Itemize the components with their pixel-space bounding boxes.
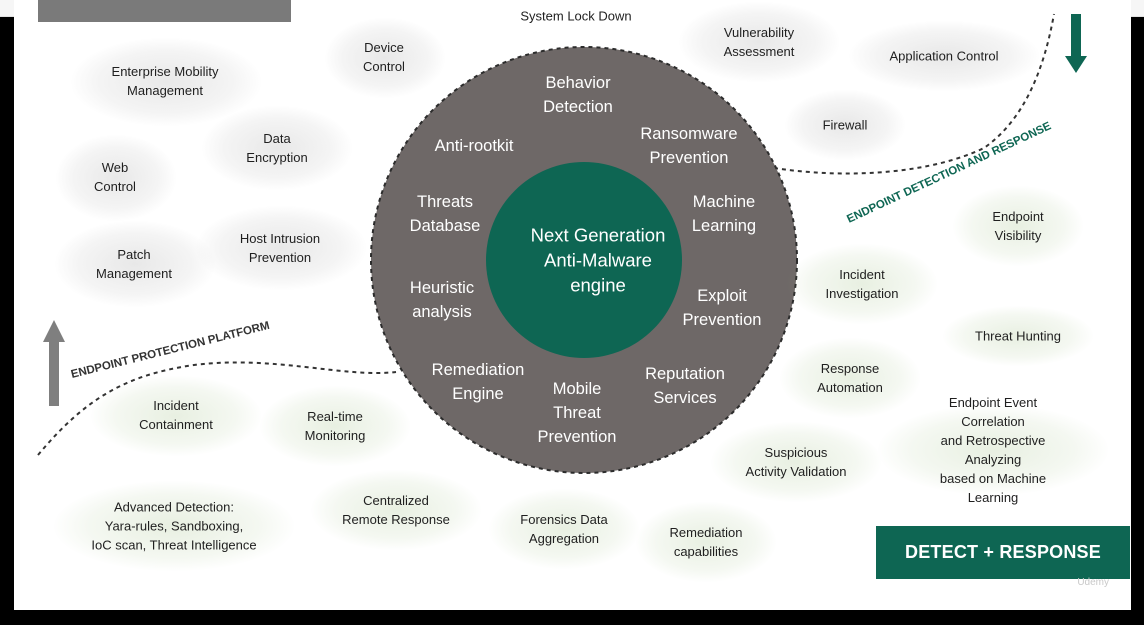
blob-incident-investigation bbox=[787, 244, 937, 324]
blob-application-control bbox=[849, 21, 1039, 91]
vulnerability-label: Vulnerability Assessment bbox=[723, 25, 795, 59]
slide-canvas: ENDPOINT PROTECTION PLATFORM ENDPOINT DE… bbox=[14, 0, 1131, 610]
blob-host-intrusion bbox=[196, 206, 366, 290]
ring-item-machine-learning: Machine Learning bbox=[691, 193, 757, 235]
ring-item-mobile-threat-prevention: Mobile Threat Prevention bbox=[537, 380, 617, 446]
blob-endpoint-visibility bbox=[953, 186, 1083, 266]
blob-realtime-monitoring bbox=[260, 386, 410, 466]
ring-item-reputation-services: Reputation Services bbox=[645, 365, 725, 407]
blob-web-control bbox=[56, 135, 176, 221]
blob-patch-management bbox=[55, 221, 215, 307]
incident-investigation-label: Incident Investigation bbox=[825, 267, 899, 301]
centralized-remote-label: Centralized Remote Response bbox=[342, 493, 450, 527]
watermark-logo: Udemy bbox=[1077, 577, 1109, 588]
ring-item-ransomware-prevention: Ransomware Prevention bbox=[640, 125, 738, 167]
blob-event-correlation bbox=[878, 405, 1108, 495]
incident-containment-label: Incident Containment bbox=[139, 398, 213, 432]
forensics-label: Forensics Data Aggregation bbox=[520, 512, 608, 546]
event-correlation-label: Endpoint Event Correlation and Retrospec… bbox=[939, 395, 1047, 505]
ring-item-remediation-engine: Remediation Engine bbox=[431, 361, 525, 403]
detect-response-box: DETECT + RESPONSE bbox=[876, 526, 1130, 579]
web-control-label: Web Control bbox=[94, 160, 136, 194]
engine-label: Next Generation Anti-Malware engine bbox=[530, 224, 666, 296]
ring-item-anti-rootkit: Anti-rootkit bbox=[434, 137, 514, 155]
data-encryption-label: Data Encryption bbox=[246, 131, 308, 165]
protection-separator-curve bbox=[37, 361, 397, 456]
ring-item-exploit-prevention: Exploit Prevention bbox=[682, 287, 762, 329]
blob-firewall bbox=[785, 90, 905, 160]
remediation-capabilities-label: Remediation capabilities bbox=[669, 525, 743, 559]
threat-hunting-label: Threat Hunting bbox=[975, 328, 1061, 344]
diagram-graphics: ENDPOINT PROTECTION PLATFORM ENDPOINT DE… bbox=[37, 13, 1087, 474]
endpoint-visibility-label: Endpoint Visibility bbox=[992, 209, 1044, 243]
blob-suspicious-activity bbox=[711, 422, 881, 502]
blob-incident-containment bbox=[91, 376, 261, 456]
blob-remediation-capabilities bbox=[636, 502, 776, 582]
advanced-detection-label: Advanced Detection: Yara-rules, Sandboxi… bbox=[91, 499, 257, 553]
blob-vulnerability bbox=[679, 2, 839, 82]
blob-device-control bbox=[325, 18, 445, 98]
enterprise-mobility-label: Enterprise Mobility Management bbox=[111, 64, 219, 98]
down-arrow-icon bbox=[1065, 14, 1087, 73]
response-automation-label: Response Automation bbox=[817, 361, 883, 395]
blob-advanced-detection bbox=[54, 481, 294, 571]
center-circle bbox=[486, 162, 682, 358]
blob-threat-hunting bbox=[943, 306, 1093, 366]
detect-response-label: DETECT + RESPONSE bbox=[905, 542, 1101, 562]
blob-data-encryption bbox=[202, 106, 352, 190]
ring-item-heuristic-analysis: Heuristic analysis bbox=[409, 279, 475, 321]
suspicious-activity-label: Suspicious Activity Validation bbox=[745, 445, 847, 479]
host-intrusion-label: Host Intrusion Prevention bbox=[239, 231, 321, 265]
blob-forensics bbox=[489, 489, 639, 569]
blob-response-automation bbox=[780, 338, 920, 418]
realtime-monitoring-label: Real-time Monitoring bbox=[304, 409, 366, 443]
system-lock-down-label: System Lock Down bbox=[520, 8, 632, 24]
ring-item-behavior-detection: Behavior Detection bbox=[543, 74, 613, 116]
device-control-label: Device Control bbox=[363, 40, 405, 74]
detection-separator-curve bbox=[773, 13, 1055, 175]
ring-item-threats-database: Threats Database bbox=[409, 193, 481, 235]
blob-centralized-remote bbox=[311, 470, 481, 550]
firewall-label: Firewall bbox=[822, 117, 868, 133]
patch-management-label: Patch Management bbox=[96, 247, 172, 281]
application-control-label: Application Control bbox=[889, 48, 999, 64]
header-bar bbox=[38, 0, 291, 22]
protection-arrow-label: ENDPOINT PROTECTION PLATFORM bbox=[70, 320, 271, 381]
up-arrow-icon bbox=[43, 320, 65, 406]
blob-enterprise-mobility bbox=[71, 38, 261, 126]
